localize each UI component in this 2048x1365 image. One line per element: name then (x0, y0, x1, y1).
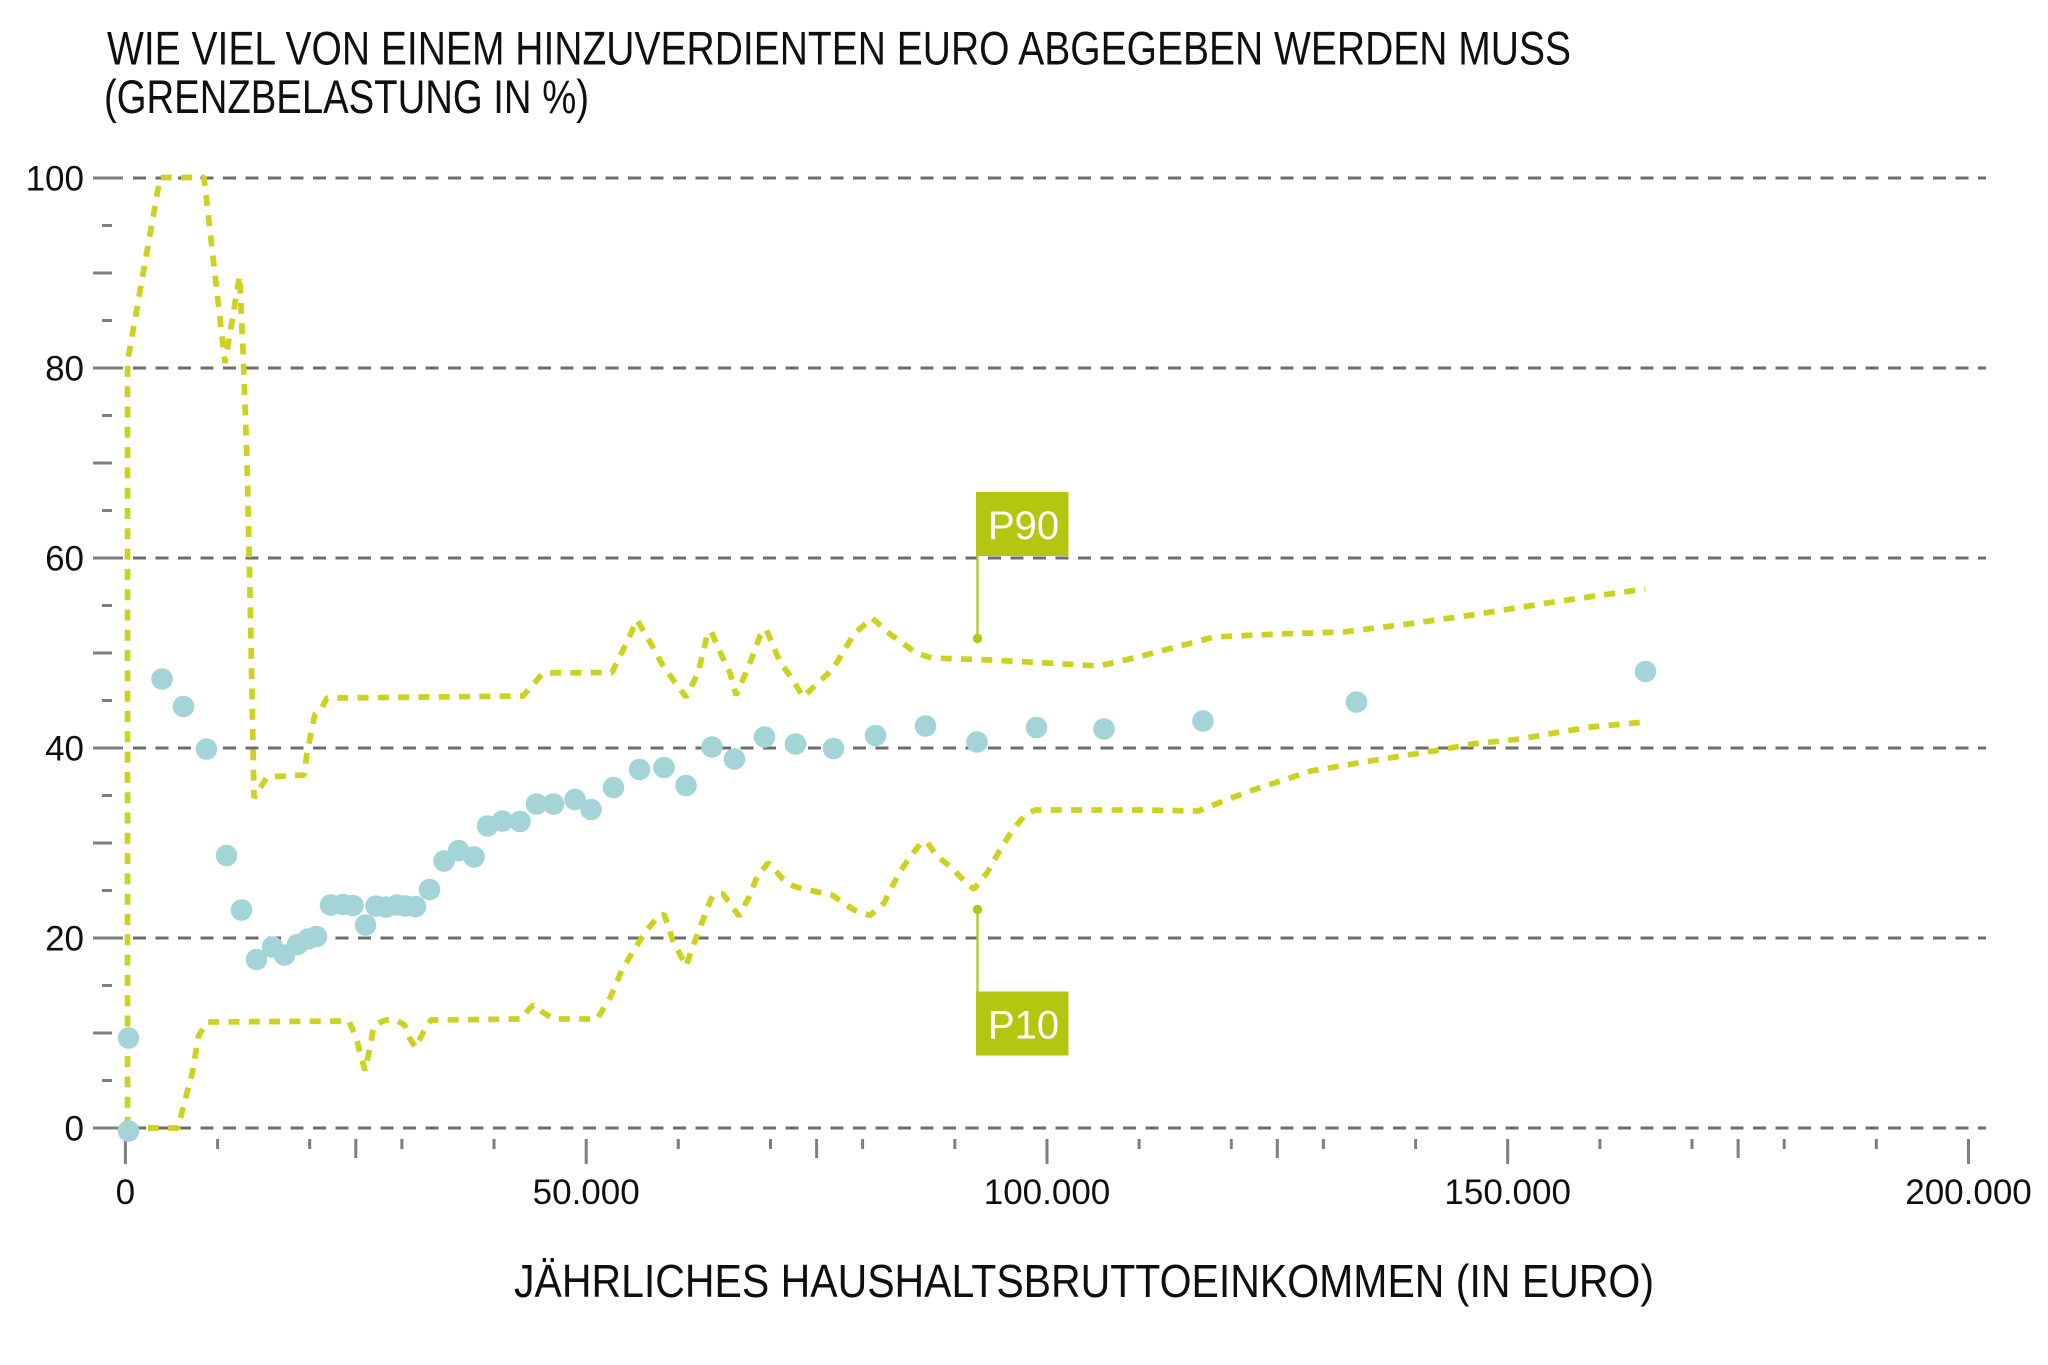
svg-text:40: 40 (45, 730, 84, 769)
svg-text:0: 0 (65, 1110, 84, 1149)
svg-text:WIE VIEL VON EINEM HINZUVERDIE: WIE VIEL VON EINEM HINZUVERDIENTEN EURO … (107, 22, 1571, 75)
svg-text:50.000: 50.000 (533, 1173, 640, 1212)
svg-text:0: 0 (116, 1173, 135, 1212)
svg-text:100: 100 (26, 160, 84, 199)
svg-text:P10: P10 (988, 1004, 1059, 1048)
svg-text:20: 20 (45, 920, 84, 959)
svg-text:P90: P90 (988, 504, 1059, 548)
svg-text:100.000: 100.000 (984, 1173, 1111, 1212)
svg-text:150.000: 150.000 (1444, 1173, 1571, 1212)
svg-text:60: 60 (45, 540, 84, 579)
svg-text:JÄHRLICHES HAUSHALTSBRUTTOEINK: JÄHRLICHES HAUSHALTSBRUTTOEINKOMMEN (IN … (514, 1255, 1654, 1307)
svg-text:200.000: 200.000 (1905, 1173, 2032, 1212)
svg-text:(GRENZBELASTUNG IN %): (GRENZBELASTUNG IN %) (104, 70, 589, 123)
svg-text:80: 80 (45, 350, 84, 389)
